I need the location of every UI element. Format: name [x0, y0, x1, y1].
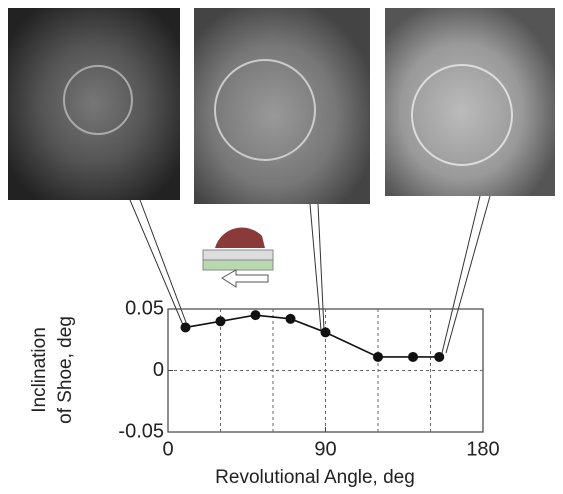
data-point: [434, 352, 444, 362]
plate: [203, 250, 273, 260]
plate: [203, 260, 273, 270]
y-tick-label: -0.05: [118, 420, 164, 442]
data-point: [286, 314, 296, 324]
photo: [385, 8, 555, 196]
y-tick-label: 0.05: [125, 297, 164, 319]
photos: [8, 8, 555, 204]
x-axis-label: Revolutional Angle, deg: [215, 467, 415, 488]
x-tick-label: 0: [162, 438, 173, 460]
x-tick-label: 180: [466, 438, 499, 460]
photo: [194, 8, 370, 204]
data-point: [181, 322, 191, 332]
y-tick-label: 0: [153, 359, 164, 381]
leader-line: [442, 196, 480, 353]
data-point: [251, 310, 261, 320]
y-axis-label: Inclination: [29, 327, 50, 413]
shoe-icon: [203, 228, 273, 287]
data-point: [408, 352, 418, 362]
figure: Revolutional Angle, deg Inclination of S…: [0, 0, 563, 494]
x-tick-label: 90: [314, 438, 336, 460]
y-axis-label: of Shoe, deg: [55, 316, 76, 424]
data-point: [216, 316, 226, 326]
photo: [8, 8, 180, 200]
arrow: [222, 270, 268, 287]
data-point: [373, 352, 383, 362]
data-point: [321, 327, 331, 337]
shoe: [215, 228, 265, 248]
